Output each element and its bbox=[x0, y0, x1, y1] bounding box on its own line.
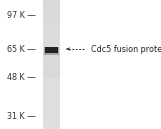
Text: Cdc5 fusion protein: Cdc5 fusion protein bbox=[91, 45, 161, 54]
Text: 97 K: 97 K bbox=[7, 11, 25, 20]
Bar bbox=[45, 47, 58, 53]
Bar bbox=[44, 47, 59, 55]
Text: 48 K: 48 K bbox=[7, 73, 25, 82]
Text: 65 K: 65 K bbox=[7, 45, 25, 54]
Text: 31 K: 31 K bbox=[7, 112, 25, 121]
